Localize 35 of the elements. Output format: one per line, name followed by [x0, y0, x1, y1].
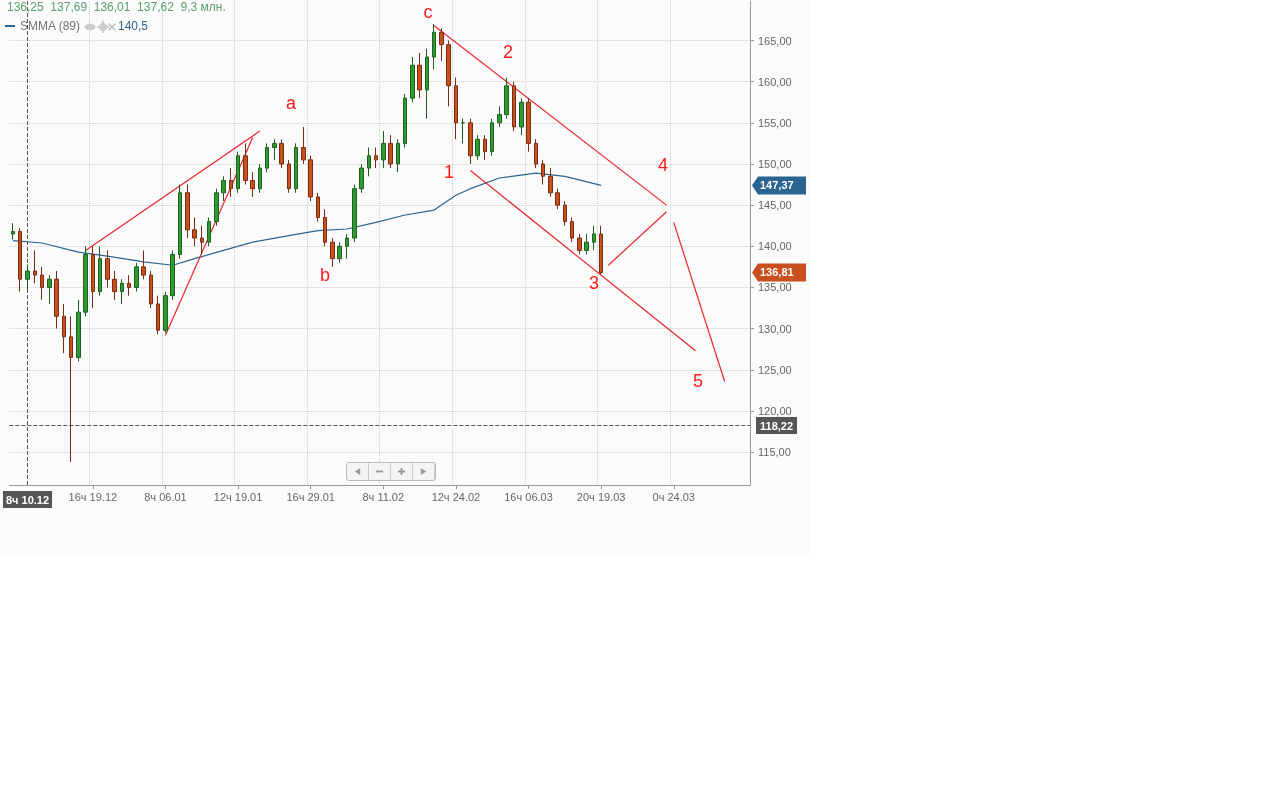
x-tick-label: 16ч 29.01	[286, 490, 335, 503]
text: 147,37	[760, 178, 794, 191]
chart-subtitle: 136,25 137,69 136,01 137,62 9,3 млн.	[7, 0, 226, 14]
y-tick-label: 165,00	[758, 34, 792, 47]
y-tick-label: 145,00	[758, 199, 792, 212]
x-tick-label: 12ч 24.02	[431, 490, 481, 503]
legend-label: SMMA (89)	[20, 19, 81, 33]
annotation: 140,5	[118, 19, 149, 33]
y-tick-label: 155,00	[758, 116, 792, 129]
annotation: 3	[588, 273, 600, 293]
x-tick-label: 8ч 06.01	[144, 490, 187, 503]
y-tick-label: 140,00	[758, 240, 792, 253]
annotation: a	[285, 93, 297, 113]
annotation: 5	[692, 371, 704, 391]
x-tick-label: 8ч 10.12	[5, 493, 50, 506]
y-tick-label: 125,00	[758, 363, 792, 376]
y-tick-label: 150,00	[758, 157, 792, 170]
annotation: 1	[443, 162, 455, 182]
x-tick-label: 16ч 19.12	[68, 490, 118, 503]
annotation: b	[319, 265, 331, 285]
text: 136,81	[760, 266, 794, 279]
y-tick-label: 120,00	[758, 404, 792, 417]
annotation: 4	[657, 155, 669, 175]
x-tick-label: 8ч 11.02	[362, 490, 405, 503]
y-tick-label: 115,00	[758, 446, 791, 459]
y-tick-label: 130,00	[758, 322, 792, 335]
y-tick-label: 135,00	[758, 281, 792, 294]
x-tick-label: 12ч 19.01	[213, 490, 263, 503]
x-tick-label: 16ч 06.03	[504, 490, 553, 503]
annotation: c	[423, 2, 433, 22]
x-tick-label: 0ч 24.03	[652, 490, 695, 503]
ref-line-label: 118,22	[760, 419, 794, 432]
annotation: 2	[502, 42, 514, 62]
y-tick-label: 160,00	[758, 75, 792, 88]
x-tick-label: 20ч 19.03	[576, 490, 626, 503]
